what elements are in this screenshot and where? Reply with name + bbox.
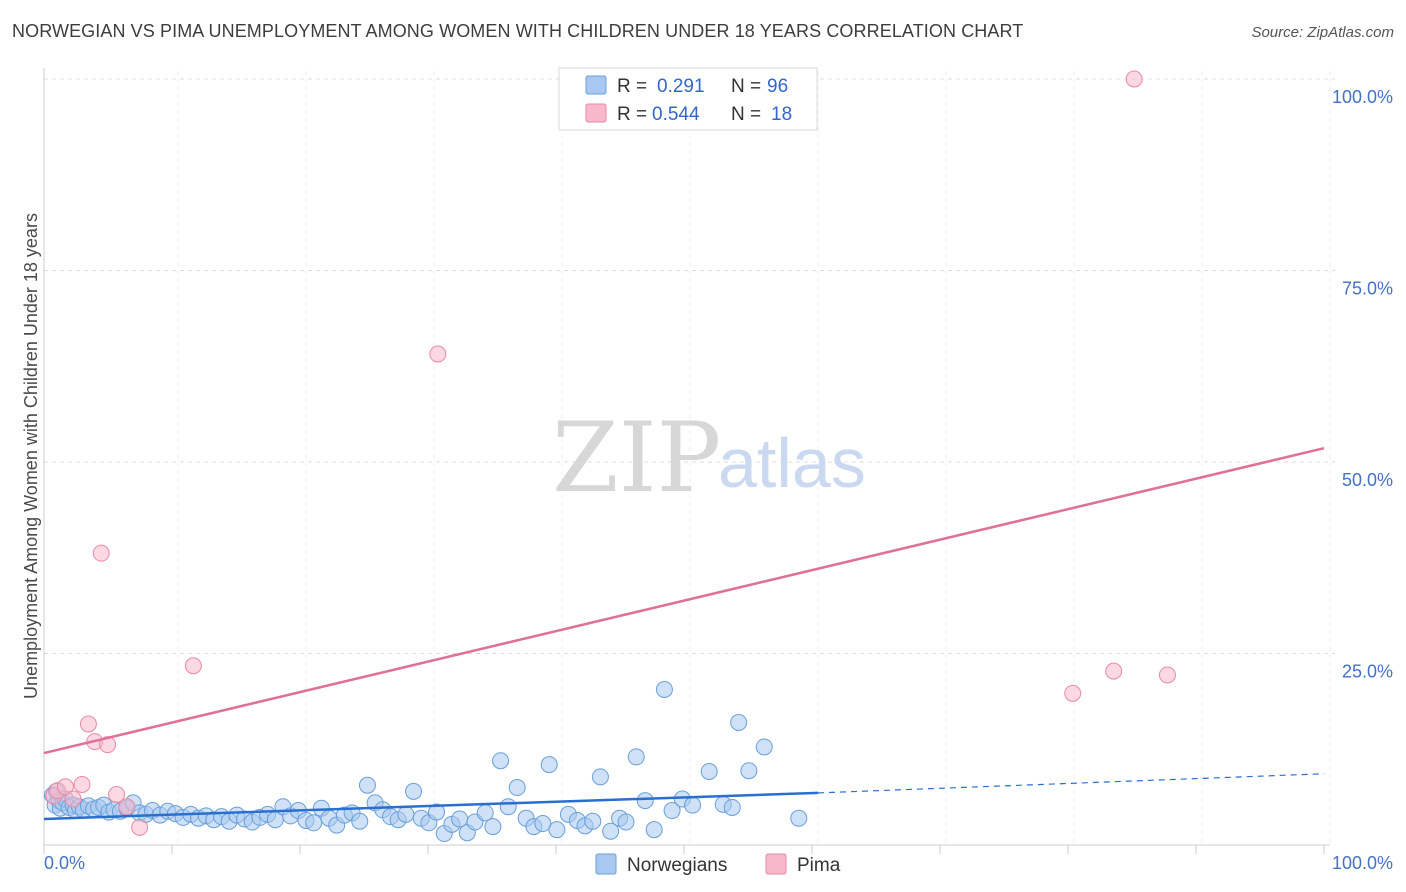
series-legend: Norwegians Pima xyxy=(595,853,841,876)
y-tick-label-25: 25.0% xyxy=(1342,662,1393,682)
watermark-zip: ZIP xyxy=(552,402,721,514)
norwegian-point-81 xyxy=(602,822,620,840)
pima-point-4 xyxy=(73,775,91,793)
y-tick-label-75: 75.0% xyxy=(1342,279,1393,299)
trend-line-norwegians xyxy=(43,791,819,821)
norwegian-point-96 xyxy=(755,738,773,756)
x-tick-label-max: 100.0% xyxy=(1332,853,1393,873)
pima-point-9 xyxy=(108,785,126,803)
legend-swatch-norwegians xyxy=(585,75,607,95)
norwegian-point-44 xyxy=(305,814,323,832)
norwegian-point-51 xyxy=(358,776,376,794)
watermark-atlas: atlas xyxy=(718,424,866,502)
pima-point-16 xyxy=(1125,70,1143,88)
norwegian-point-73 xyxy=(534,815,552,833)
series-norwegians-points xyxy=(44,681,808,843)
pima-point-12 xyxy=(184,657,202,675)
legend-n-value-pima: 18 xyxy=(771,104,792,125)
axes xyxy=(43,68,1330,846)
bottom-legend-swatch-norwegians xyxy=(595,853,617,875)
norwegian-point-94 xyxy=(730,713,748,731)
norwegian-point-95 xyxy=(740,762,758,780)
norwegian-point-74 xyxy=(540,756,558,774)
norwegian-point-88 xyxy=(663,802,681,820)
bottom-legend-label-pima: Pima xyxy=(797,855,841,876)
y-tick-label-50: 50.0% xyxy=(1342,470,1393,490)
series-pima-points xyxy=(45,70,1176,836)
norwegian-point-75 xyxy=(548,821,566,839)
norwegian-point-91 xyxy=(700,762,718,780)
chart-title: NORWEGIAN VS PIMA UNEMPLOYMENT AMONG WOM… xyxy=(12,21,1024,41)
trend-line-norwegians-extension xyxy=(817,773,1325,794)
norwegian-point-86 xyxy=(645,821,663,839)
trend-lines xyxy=(43,446,1325,821)
pima-point-3 xyxy=(64,790,82,808)
norwegian-point-97 xyxy=(790,809,808,827)
bottom-legend-swatch-pima xyxy=(765,853,787,875)
norwegian-point-50 xyxy=(351,812,369,830)
legend-r-value-pima: 0.544 xyxy=(652,104,700,125)
norwegian-point-93 xyxy=(723,798,741,816)
norwegian-point-85 xyxy=(636,792,654,810)
x-tick-label-min: 0.0% xyxy=(44,853,85,873)
norwegian-point-69 xyxy=(499,798,517,816)
norwegian-point-84 xyxy=(627,748,645,766)
norwegian-point-67 xyxy=(484,818,502,836)
pima-point-7 xyxy=(92,544,110,562)
legend-r-label-norwegians: R = xyxy=(617,76,647,97)
norwegian-point-60 xyxy=(428,803,446,821)
norwegian-point-70 xyxy=(508,779,526,797)
grid-lines xyxy=(44,71,1335,845)
norwegian-point-57 xyxy=(405,782,423,800)
legend-n-label-pima: N = xyxy=(731,104,761,125)
legend-r-value-norwegians: 0.291 xyxy=(657,76,705,97)
pima-point-2 xyxy=(56,778,74,796)
stats-legend: R = 0.291 N = 96 R = 0.544 N = 18 xyxy=(558,67,818,131)
pima-point-11 xyxy=(131,818,149,836)
pima-point-15 xyxy=(1105,662,1123,680)
pima-point-10 xyxy=(118,798,136,816)
legend-n-label-norwegians: N = xyxy=(731,76,761,97)
source-credit: Source: ZipAtlas.com xyxy=(1251,24,1394,41)
y-tick-label-100: 100.0% xyxy=(1332,87,1393,107)
y-tick-labels: 25.0% 50.0% 75.0% 100.0% xyxy=(1332,87,1393,682)
legend-r-label-pima: R = xyxy=(617,104,647,125)
legend-n-value-norwegians: 96 xyxy=(767,76,788,97)
pima-point-13 xyxy=(429,345,447,363)
bottom-legend-label-norwegians: Norwegians xyxy=(627,855,727,876)
norwegian-point-80 xyxy=(591,768,609,786)
norwegian-point-68 xyxy=(492,752,510,770)
pima-point-14 xyxy=(1064,684,1082,702)
norwegian-point-83 xyxy=(617,813,635,831)
pima-point-5 xyxy=(79,715,97,733)
norwegian-point-90 xyxy=(684,796,702,814)
norwegian-point-87 xyxy=(655,681,673,699)
norwegian-point-56 xyxy=(397,805,415,823)
legend-swatch-pima xyxy=(585,103,607,123)
trend-line-pima xyxy=(43,446,1325,755)
norwegian-point-79 xyxy=(584,812,602,830)
x-tick-marks xyxy=(43,845,1325,854)
pima-point-17 xyxy=(1158,666,1176,684)
y-axis-label: Unemployment Among Women with Children U… xyxy=(21,213,41,699)
